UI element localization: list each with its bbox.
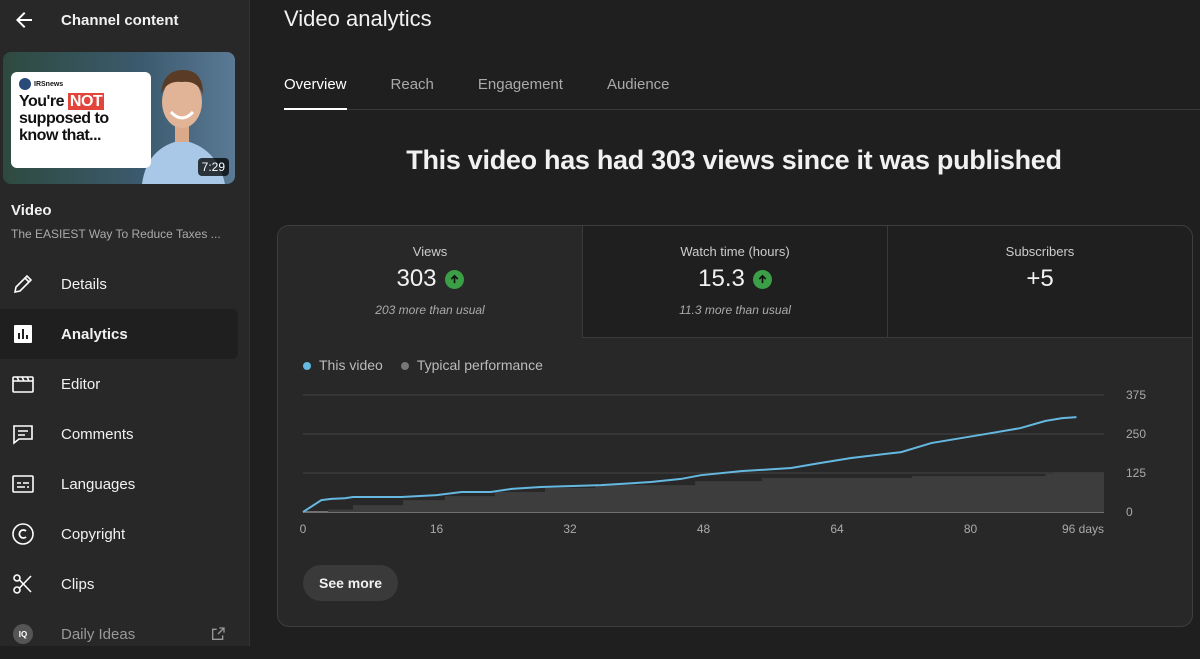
back-arrow-icon[interactable]: [12, 8, 36, 32]
sidebar-item-label: Analytics: [61, 325, 128, 343]
tab-overview[interactable]: Overview: [284, 60, 347, 110]
video-title[interactable]: The EASIEST Way To Reduce Taxes ...: [11, 227, 221, 241]
headline: This video has had 303 views since it wa…: [406, 145, 1062, 175]
page-title: Video analytics: [284, 6, 432, 31]
irs-logo-icon: [19, 78, 31, 90]
this-video-line: [302, 416, 1077, 513]
see-more-button[interactable]: See more: [303, 565, 399, 601]
video-thumbnail[interactable]: IRSnews You're NOT supposed to know that.…: [3, 52, 235, 184]
svg-text:IQ: IQ: [19, 630, 27, 639]
pencil-icon: [13, 274, 33, 294]
tab-engagement[interactable]: Engagement: [477, 76, 563, 93]
comment-icon: [13, 425, 33, 445]
x-tick-label: 80: [964, 522, 978, 536]
metric-label: Watch time (hours): [680, 244, 790, 259]
sidebar-item-label: Copyright: [61, 525, 126, 543]
y-tick-label: 375: [1126, 388, 1146, 402]
sidebar-item-clips[interactable]: Clips: [0, 559, 238, 609]
tab-audience[interactable]: Audience: [606, 76, 670, 93]
x-tick-label: 16: [430, 522, 444, 536]
tab-reach[interactable]: Reach: [390, 76, 434, 93]
views-chart: 0 125 250 375 0 16 32 48 64 80 96 days: [300, 388, 1147, 536]
sidebar-item-label: Editor: [61, 375, 101, 393]
x-tick-label: 48: [697, 522, 711, 536]
video-label: Video: [11, 202, 52, 219]
typical-performance-area: [303, 472, 1104, 512]
metric-label: Subscribers: [1005, 244, 1075, 259]
legend-typical: Typical performance: [400, 357, 543, 373]
legend-dot: [303, 362, 311, 370]
metric-views[interactable]: Views 303 203 more than usual: [278, 226, 582, 338]
sidebar-item-details[interactable]: Details: [0, 259, 238, 309]
x-tick-label: 0: [300, 522, 307, 536]
legend-label: Typical performance: [416, 357, 543, 373]
legend-this-video: This video: [303, 357, 383, 373]
sidebar-item-copyright[interactable]: Copyright: [0, 509, 238, 559]
sidebar-item-label: Details: [61, 275, 107, 293]
thumbnail-person-image: [142, 70, 225, 184]
sidebar-item-editor[interactable]: Editor: [0, 359, 238, 409]
arrow-up-icon: [444, 269, 464, 289]
main-content: Video analytics Overview Reach Engagemen…: [251, 0, 1200, 646]
x-tick-label: 64: [830, 522, 844, 536]
y-tick-label: 125: [1126, 466, 1146, 480]
thumbnail-text-card: IRSnews You're NOT supposed to know that.…: [11, 72, 151, 168]
iq-icon: IQ: [13, 624, 33, 644]
metric-value: 15.3: [698, 265, 745, 292]
metric-value: +5: [1026, 265, 1054, 292]
y-tick-label: 250: [1126, 427, 1146, 441]
legend-label: This video: [319, 357, 383, 373]
thumbnail-highlight: NOT: [67, 93, 105, 110]
thumbnail-text-2: supposed to know that...: [19, 110, 109, 144]
sidebar-nav: Details Analytics Editor Comments Langua…: [0, 259, 250, 659]
metric-comparison: 11.3 more than usual: [679, 303, 791, 317]
tab-bar: Overview Reach Engagement Audience: [284, 60, 1200, 110]
subtitles-icon: [12, 475, 34, 493]
external-link-icon: [212, 627, 225, 640]
sidebar-item-label: Languages: [61, 475, 136, 493]
metric-value: 303: [396, 265, 437, 292]
film-icon: [12, 376, 34, 393]
sidebar-item-daily-ideas[interactable]: IQ Daily Ideas: [0, 609, 238, 659]
bar-chart-icon: [14, 325, 32, 343]
chart-legend: This video Typical performance: [303, 357, 543, 373]
metric-watch-time[interactable]: Watch time (hours) 15.3 11.3 more than u…: [582, 226, 887, 338]
metric-subscribers[interactable]: Subscribers +5: [887, 226, 1192, 338]
scissors-icon: [13, 574, 32, 594]
legend-dot: [400, 362, 409, 370]
metric-comparison: 203 more than usual: [375, 303, 485, 317]
y-tick-label: 0: [1126, 505, 1133, 519]
sidebar-item-label: Clips: [61, 575, 95, 593]
sidebar-item-label: Comments: [61, 425, 134, 443]
metric-label: Views: [412, 244, 448, 259]
x-tick-label: 32: [563, 522, 577, 536]
copyright-icon: [12, 523, 34, 545]
x-tick-label: 96 days: [1062, 522, 1104, 536]
arrow-up-icon: [752, 269, 772, 289]
sidebar-item-label: Daily Ideas: [61, 625, 136, 643]
sidebar-item-analytics[interactable]: Analytics: [0, 309, 238, 359]
sidebar-item-comments[interactable]: Comments: [0, 409, 238, 459]
thumbnail-text: You're: [19, 93, 64, 110]
sidebar-item-languages[interactable]: Languages: [0, 459, 238, 509]
sidebar-title: Channel content: [61, 11, 179, 29]
analytics-card: Views 303 203 more than usual Watch time…: [277, 225, 1193, 627]
sidebar: Channel content IRSnews You're NOT suppos…: [0, 0, 250, 646]
thumbnail-badge: IRSnews: [34, 80, 64, 88]
duration-badge: 7:29: [197, 158, 229, 176]
